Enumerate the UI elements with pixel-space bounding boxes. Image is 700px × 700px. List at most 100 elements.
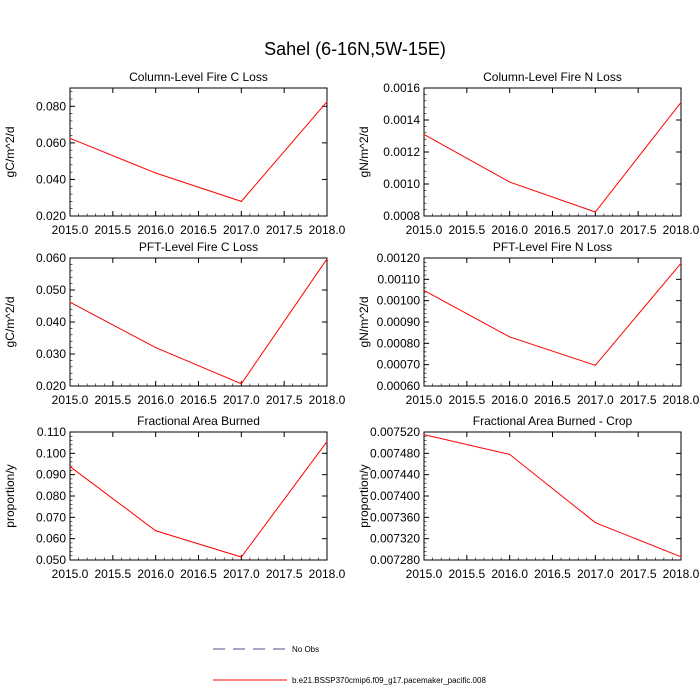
y-tick-label: 0.0014 (383, 113, 420, 127)
y-tick-label: 0.00070 (377, 358, 421, 372)
data-point (680, 556, 682, 558)
data-point (155, 530, 157, 532)
data-point (69, 137, 71, 139)
figure-title: Sahel (6-16N,5W-15E) (264, 39, 446, 59)
y-tick-label: 0.00100 (377, 294, 421, 308)
x-tick-label: 2016.5 (180, 567, 217, 581)
x-tick-label: 2016.5 (180, 223, 217, 237)
x-tick-label: 2016.0 (491, 567, 528, 581)
x-tick-label: 2017.0 (577, 223, 614, 237)
y-tick-label: 0.0012 (383, 145, 420, 159)
data-point (240, 556, 242, 558)
x-tick-label: 2018.0 (309, 223, 346, 237)
x-tick-label: 2016.0 (491, 223, 528, 237)
legend-obs-label: No Obs (292, 645, 319, 654)
data-point (69, 465, 71, 468)
x-tick-label: 2018.0 (309, 393, 346, 407)
x-tick-label: 2018.0 (663, 393, 700, 407)
y-tick-label: 0.100 (36, 446, 66, 460)
x-tick-label: 2015.5 (448, 223, 485, 237)
y-tick-label: 0.0016 (383, 81, 420, 95)
y-tick-label: 0.0010 (383, 177, 420, 191)
legend: No Obs b.e21.BSSP370cmip6.f09_g17.pacema… (213, 645, 486, 685)
y-tick-label: 0.110 (37, 425, 66, 439)
plot-frame (423, 257, 682, 387)
y-tick-label: 0.00060 (377, 379, 421, 393)
x-tick-label: 2017.5 (620, 393, 657, 407)
data-point (594, 522, 596, 524)
y-tick-label: 0.090 (36, 468, 66, 482)
y-tick-label: 0.060 (36, 136, 66, 150)
panel-title: Column-Level Fire C Loss (129, 70, 268, 84)
y-tick-label: 0.0008 (383, 209, 420, 223)
y-tick-label: 0.007520 (370, 425, 420, 439)
chart-panel-3: 2015.0 2015.5 2016.0 2016.5 2017.0 2017.5 2018… (3, 240, 346, 407)
y-tick-label: 0.007320 (370, 532, 420, 546)
data-point (69, 301, 71, 303)
y-tick-label: 0.00080 (377, 336, 421, 350)
x-tick-label: 2017.0 (223, 393, 260, 407)
x-tick-label: 2016.5 (534, 567, 571, 581)
x-tick-label: 2018.0 (663, 567, 700, 581)
panel-title: Fractional Area Burned - Crop (473, 414, 633, 428)
data-point (155, 172, 157, 174)
chart-panel-4: 2015.0 2015.5 2016.0 2016.5 2017.0 2017.5 2018… (357, 240, 700, 407)
data-point (155, 347, 157, 349)
y-tick-label: 0.070 (36, 510, 66, 524)
x-tick-label: 2016.5 (534, 393, 571, 407)
x-tick-label: 2016.0 (137, 393, 174, 407)
x-tick-label: 2015.0 (406, 223, 443, 237)
y-tick-label: 0.00120 (377, 251, 421, 265)
panel-title: PFT-Level Fire C Loss (139, 240, 258, 254)
y-tick-label: 0.007480 (370, 446, 420, 460)
x-tick-label: 2017.5 (620, 223, 657, 237)
y-tick-label: 0.050 (36, 283, 66, 297)
data-point (423, 133, 425, 135)
legend-model-label: b.e21.BSSP370cmip6.f09_g17.pacemaker_pac… (292, 676, 486, 685)
chart-panel-1: 2015.0 2015.5 2016.0 2016.5 2017.0 2017.5 2018… (3, 70, 346, 237)
y-axis-label: gC/m^2/d (3, 127, 17, 178)
chart-panel-6: 2015.0 2015.5 2016.0 2016.5 2017.0 2017.5 2018… (357, 414, 700, 581)
panel-title: Column-Level Fire N Loss (483, 70, 622, 84)
x-tick-label: 2017.0 (577, 567, 614, 581)
chart-panel-5: 2015.0 2015.5 2016.0 2016.5 2017.0 2017.5 2018… (3, 414, 346, 581)
data-point (423, 434, 425, 436)
x-tick-label: 2015.5 (94, 567, 131, 581)
x-tick-label: 2015.0 (52, 567, 89, 581)
x-tick-label: 2015.5 (94, 223, 131, 237)
x-tick-label: 2015.0 (406, 393, 443, 407)
y-tick-label: 0.007280 (370, 553, 420, 567)
data-point (680, 101, 682, 103)
panel-title: Fractional Area Burned (137, 414, 260, 428)
data-point (326, 441, 328, 443)
x-tick-label: 2017.0 (223, 223, 260, 237)
y-tick-label: 0.060 (36, 532, 66, 546)
x-tick-label: 2015.5 (94, 393, 131, 407)
x-tick-label: 2018.0 (663, 223, 700, 237)
x-tick-label: 2015.5 (448, 567, 485, 581)
x-tick-label: 2017.5 (266, 393, 303, 407)
y-tick-label: 0.040 (36, 315, 66, 329)
data-point (509, 181, 511, 183)
y-tick-label: 0.00110 (378, 272, 421, 286)
data-point (509, 453, 511, 455)
data-point (240, 200, 242, 202)
plot-frame (69, 257, 328, 387)
y-tick-label: 0.080 (36, 489, 66, 503)
x-tick-label: 2015.0 (406, 567, 443, 581)
x-tick-label: 2018.0 (309, 567, 346, 581)
data-point (423, 289, 425, 292)
y-axis-label: proportion/y (3, 464, 17, 527)
x-tick-label: 2017.0 (577, 393, 614, 407)
x-tick-label: 2016.5 (534, 223, 571, 237)
y-tick-label: 0.007400 (370, 489, 420, 503)
data-point (326, 101, 328, 103)
y-tick-label: 0.040 (36, 172, 66, 186)
data-point (509, 336, 511, 338)
y-tick-label: 0.060 (36, 251, 66, 265)
x-tick-label: 2017.0 (223, 567, 260, 581)
series-line-1 (423, 434, 682, 558)
y-axis-label: gN/m^2/d (357, 127, 371, 178)
series-line-1 (69, 101, 328, 202)
